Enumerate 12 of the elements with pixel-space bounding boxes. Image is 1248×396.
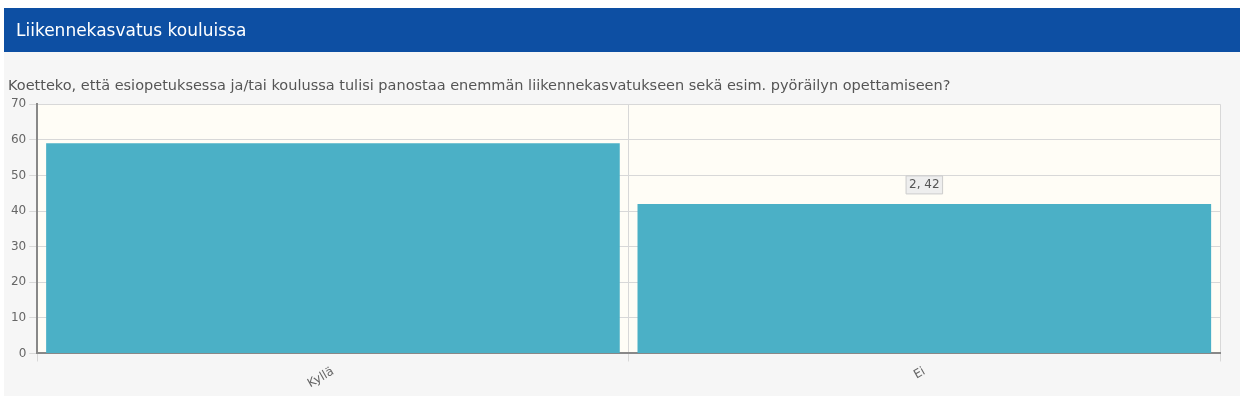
- chart-subtitle: Koetteko, että esiopetuksessa ja/tai koulussa tulisi panostaa enemmän liikennekasvatukseen sekä esim. pyöräilyn opettamiseen?: [7, 76, 952, 94]
- x-tick-label: Ei: [910, 363, 928, 382]
- y-tick-label: 30: [10, 238, 27, 253]
- y-tick-label: 50: [10, 167, 27, 182]
- y-tick-label: 40: [10, 203, 27, 218]
- chart-title: Liikennekasvatus kouluissa: [4, 8, 1240, 52]
- y-tick-label: 20: [10, 274, 27, 289]
- y-tick-label: 70: [10, 96, 27, 111]
- y-tick-label: 60: [10, 131, 27, 146]
- y-tick-label: 10: [10, 309, 27, 324]
- y-tick-label: 0: [18, 345, 27, 360]
- annotation: 2, 42: [909, 177, 940, 192]
